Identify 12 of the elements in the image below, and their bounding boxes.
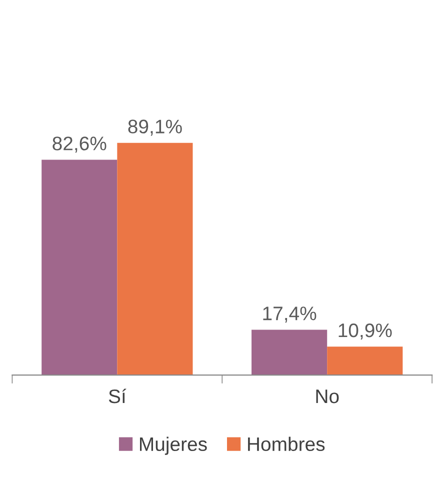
data-label: 89,1%: [128, 120, 182, 136]
data-label: 82,6%: [52, 136, 106, 153]
data-label: 10,9%: [338, 323, 392, 340]
bar: [117, 142, 193, 376]
bar: [252, 330, 328, 376]
bar: [42, 160, 118, 376]
x-tick-label: No: [316, 390, 339, 404]
legend-label: Hombres: [248, 436, 325, 452]
bar: [327, 346, 403, 376]
legend-label: Mujeres: [140, 436, 207, 455]
data-label: 17,4%: [263, 306, 316, 323]
x-tick-label: Sí: [108, 388, 126, 404]
